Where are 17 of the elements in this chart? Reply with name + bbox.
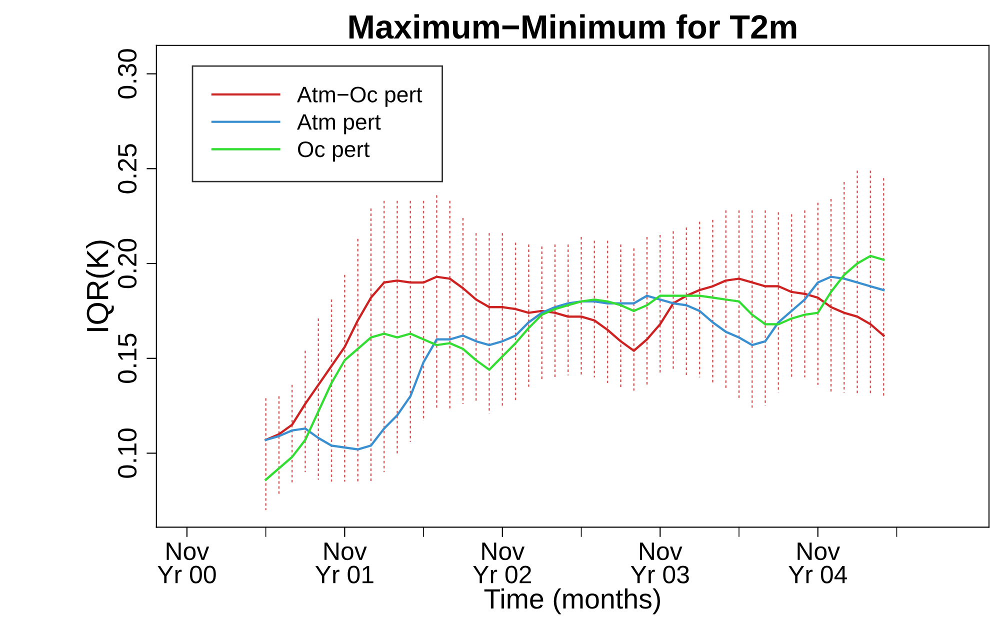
legend-label: Atm−Oc pert xyxy=(297,86,422,107)
x-tick-label: Nov Yr 00 xyxy=(158,542,216,584)
y-tick-label: 0.20 xyxy=(118,238,137,288)
x-tick-label: Nov Yr 03 xyxy=(630,542,689,584)
y-tick-label: 0.15 xyxy=(118,334,137,383)
x-tick-label: Nov Yr 04 xyxy=(788,542,848,584)
legend-label: Oc pert xyxy=(298,141,370,162)
y-tick-label: 0.30 xyxy=(118,49,137,98)
y-axis-title: IQR(K) xyxy=(86,240,114,331)
legend-label: Atm pert xyxy=(297,114,381,134)
y-tick-label: 0.10 xyxy=(118,428,137,478)
x-tick-label: Nov Yr 01 xyxy=(315,542,374,584)
x-axis-title: Time (months) xyxy=(484,588,660,614)
x-tick-label: Nov Yr 02 xyxy=(473,542,532,584)
chart-title: Maximum−Minimum for T2m xyxy=(349,14,796,39)
y-tick-label: 0.25 xyxy=(118,144,137,194)
line-series xyxy=(264,254,885,481)
